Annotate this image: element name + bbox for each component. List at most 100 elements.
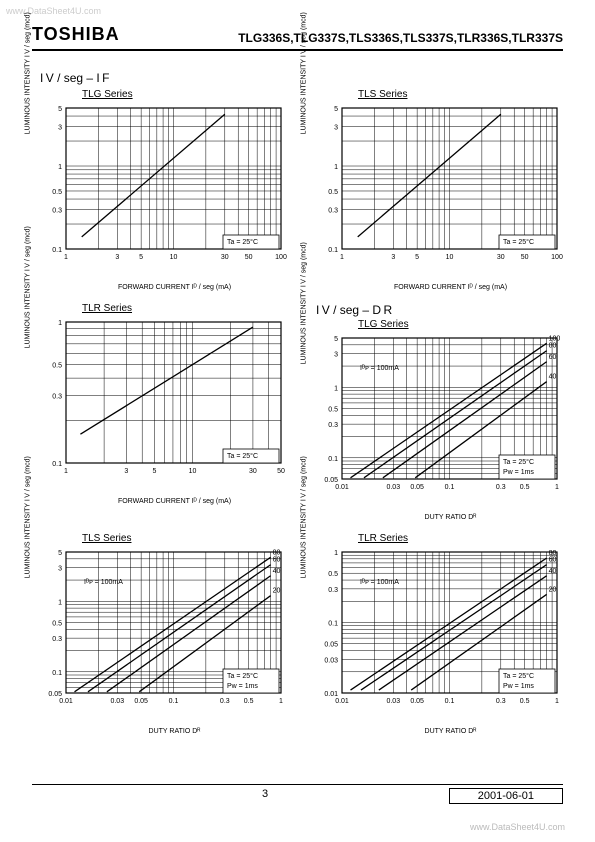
svg-text:0.5: 0.5 [52, 621, 62, 628]
svg-text:0.1: 0.1 [52, 247, 62, 254]
svg-text:1: 1 [58, 164, 62, 171]
svg-text:0.5: 0.5 [52, 362, 62, 369]
page: TOSHIBA TLG336S,TLG337S,TLS336S,TLS337S,… [0, 0, 595, 771]
svg-text:1: 1 [555, 484, 559, 491]
y-axis-label: LUMINOUS INTENSITY I V / seg (mcd) [301, 12, 308, 134]
svg-text:1: 1 [279, 698, 283, 705]
svg-text:5: 5 [58, 550, 62, 557]
svg-text:0.1: 0.1 [328, 456, 338, 463]
svg-text:100: 100 [549, 335, 561, 342]
svg-text:Pᴡ = 1ms: Pᴡ = 1ms [503, 469, 534, 476]
svg-text:1: 1 [64, 468, 68, 475]
chart-svg: 1351030501000.10.30.5135Ta = 25°C [308, 102, 563, 267]
svg-text:0.1: 0.1 [169, 698, 179, 705]
svg-text:0.1: 0.1 [445, 484, 455, 491]
chart-tls-if: TLS Series LUMINOUS INTENSITY I V / seg … [308, 89, 563, 291]
svg-text:3: 3 [124, 468, 128, 475]
svg-text:0.1: 0.1 [445, 698, 455, 705]
chart-svg: 0.010.030.050.10.30.510.050.10.30.5135Ta… [308, 332, 563, 497]
x-axis-label: DUTY RATIO Dᴿ [32, 728, 287, 735]
chart-title: TLR Series [358, 533, 563, 544]
svg-text:1: 1 [555, 698, 559, 705]
svg-text:10: 10 [446, 254, 454, 261]
svg-text:1: 1 [334, 550, 338, 557]
svg-text:40: 40 [549, 568, 557, 575]
x-axis-label: FORWARD CURRENT Iᴰ / seg (mA) [32, 498, 287, 505]
svg-text:100: 100 [551, 254, 563, 261]
x-axis-label: DUTY RATIO Dᴿ [308, 514, 563, 521]
svg-text:Ta = 25°C: Ta = 25°C [227, 452, 258, 460]
svg-text:5: 5 [334, 336, 338, 343]
svg-text:1: 1 [334, 164, 338, 171]
svg-text:1: 1 [340, 254, 344, 261]
svg-text:60: 60 [549, 354, 557, 361]
svg-text:5: 5 [415, 254, 419, 261]
svg-text:5: 5 [139, 254, 143, 261]
svg-text:0.5: 0.5 [520, 484, 530, 491]
svg-text:0.01: 0.01 [59, 698, 73, 705]
chart-svg: 0.010.030.050.10.30.510.010.030.050.10.3… [308, 546, 563, 711]
svg-text:40: 40 [549, 374, 557, 381]
svg-text:0.3: 0.3 [496, 698, 506, 705]
svg-text:50: 50 [277, 468, 285, 475]
chart-tlg-dr: I V / seg – D R TLG Series LUMINOUS INTE… [308, 303, 563, 521]
chart-tlr-dr: TLR Series LUMINOUS INTENSITY I V / seg … [308, 533, 563, 735]
chart-title: TLS Series [82, 533, 287, 544]
chart-tlr-if: TLR Series LUMINOUS INTENSITY I V / seg … [32, 303, 287, 521]
svg-text:0.1: 0.1 [52, 670, 62, 677]
chart-svg: 0.010.030.050.10.30.510.050.10.30.5135Ta… [32, 546, 287, 711]
svg-text:5: 5 [58, 106, 62, 113]
y-axis-label: LUMINOUS INTENSITY I V / seg (mcd) [25, 226, 32, 348]
svg-text:0.3: 0.3 [52, 394, 62, 401]
svg-text:Iᴰᴘ = 100mA: Iᴰᴘ = 100mA [360, 579, 399, 586]
svg-text:50: 50 [245, 254, 253, 261]
svg-text:0.05: 0.05 [410, 484, 424, 491]
svg-text:Ta = 25°C: Ta = 25°C [503, 458, 534, 466]
svg-text:0.01: 0.01 [335, 484, 349, 491]
svg-text:Ta = 25°C: Ta = 25°C [227, 238, 258, 246]
svg-text:3: 3 [334, 352, 338, 359]
part-numbers: TLG336S,TLG337S,TLS336S,TLS337S,TLR336S,… [238, 31, 563, 45]
chart-tls-dr: TLS Series LUMINOUS INTENSITY I V / seg … [32, 533, 287, 735]
svg-text:30: 30 [497, 254, 505, 261]
chart-svg: 1351030500.10.30.51Ta = 25°C [32, 316, 287, 481]
svg-text:3: 3 [334, 124, 338, 131]
chart-title: TLG Series [82, 89, 287, 100]
x-axis-label: FORWARD CURRENT Iᴰ / seg (mA) [32, 284, 287, 291]
svg-text:20: 20 [273, 588, 281, 595]
chart-tlg-if: TLG Series LUMINOUS INTENSITY I V / seg … [32, 89, 287, 291]
page-header: TOSHIBA TLG336S,TLG337S,TLS336S,TLS337S,… [32, 24, 563, 51]
watermark-top: www.DataSheet4U.com [6, 6, 101, 16]
y-axis-label: LUMINOUS INTENSITY I V / seg (mcd) [301, 242, 308, 364]
svg-text:1: 1 [334, 385, 338, 392]
svg-text:0.3: 0.3 [220, 698, 230, 705]
date-box: 2001-06-01 [449, 788, 563, 804]
svg-text:0.3: 0.3 [328, 587, 338, 594]
section-title-dr: I V / seg – D R [316, 303, 563, 317]
svg-text:0.3: 0.3 [496, 484, 506, 491]
x-axis-label: FORWARD CURRENT Iᴰ / seg (mA) [308, 284, 563, 291]
y-axis-label: LUMINOUS INTENSITY I V / seg (mcd) [25, 456, 32, 578]
svg-text:Iᴰᴘ = 100mA: Iᴰᴘ = 100mA [84, 579, 123, 586]
chart-title: TLG Series [358, 319, 563, 330]
svg-text:0.1: 0.1 [328, 621, 338, 628]
svg-text:60: 60 [549, 557, 557, 564]
svg-text:3: 3 [58, 566, 62, 573]
svg-text:0.05: 0.05 [48, 691, 62, 698]
svg-text:Ta = 25°C: Ta = 25°C [503, 672, 534, 680]
svg-text:0.3: 0.3 [52, 636, 62, 643]
y-axis-label: LUMINOUS INTENSITY I V / seg (mcd) [25, 12, 32, 134]
svg-text:0.5: 0.5 [328, 571, 338, 578]
svg-text:0.03: 0.03 [324, 657, 338, 664]
svg-text:3: 3 [115, 254, 119, 261]
svg-text:30: 30 [221, 254, 229, 261]
brand-logo: TOSHIBA [32, 24, 120, 45]
svg-text:0.05: 0.05 [410, 698, 424, 705]
y-axis-label: LUMINOUS INTENSITY I V / seg (mcd) [301, 456, 308, 578]
svg-text:0.01: 0.01 [335, 698, 349, 705]
svg-text:1: 1 [58, 320, 62, 327]
svg-text:80: 80 [549, 343, 557, 350]
svg-text:0.1: 0.1 [52, 461, 62, 468]
svg-text:50: 50 [521, 254, 529, 261]
svg-text:1: 1 [64, 254, 68, 261]
